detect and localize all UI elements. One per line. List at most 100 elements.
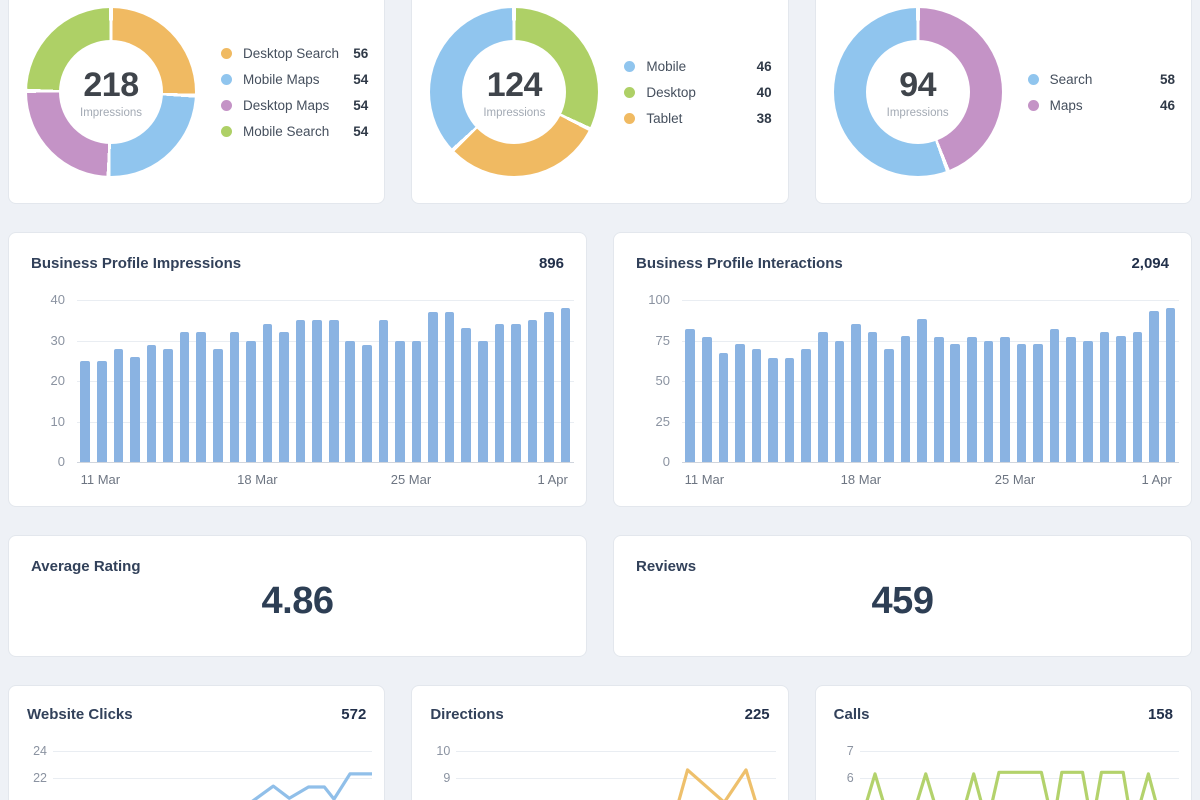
bar-slot xyxy=(243,300,260,462)
y-tick-label: 40 xyxy=(50,292,65,307)
bar-slot xyxy=(980,300,997,462)
card-header: Average Rating xyxy=(31,556,564,576)
bar-slot xyxy=(226,300,243,462)
x-tick-label: 1 Apr xyxy=(1141,472,1172,487)
bar-slot xyxy=(557,300,574,462)
bar-slot xyxy=(914,300,931,462)
bar-slot xyxy=(964,300,981,462)
bar-slot xyxy=(143,300,160,462)
bar xyxy=(262,324,273,462)
bar-slot xyxy=(815,300,832,462)
legend-value: 54 xyxy=(353,97,369,113)
bar-chart: 40 30 20 10 0 11 Mar 18 Mar 25 Mar 1 Apr xyxy=(31,292,574,492)
average-rating-card: Average Rating 4.86 xyxy=(8,535,587,657)
y-tick-label: 22 xyxy=(33,771,47,785)
bar-chart: 100 75 50 25 0 11 Mar 18 Mar 25 Mar 1 Apr xyxy=(636,292,1179,492)
bar xyxy=(179,332,190,462)
bar xyxy=(1033,343,1043,462)
bar-slot xyxy=(947,300,964,462)
gridline xyxy=(682,462,1179,463)
card-title: Business Profile Impressions xyxy=(31,254,242,272)
bar xyxy=(196,332,207,462)
legend-dot-icon xyxy=(221,99,232,111)
bar xyxy=(950,343,961,462)
bar-slot xyxy=(1096,300,1113,462)
bars xyxy=(77,300,574,462)
y-axis: 40 30 20 10 0 xyxy=(31,292,65,469)
bar-slot xyxy=(94,300,111,462)
bar xyxy=(461,328,472,462)
card-header: Website Clicks 572 xyxy=(23,704,372,724)
card-header: Directions 225 xyxy=(426,704,775,724)
bar xyxy=(884,348,894,462)
donut-center: 124 Impressions xyxy=(462,40,567,144)
bar-slot xyxy=(997,300,1014,462)
bar xyxy=(1016,343,1027,462)
legend-label: Desktop xyxy=(646,84,696,100)
bar xyxy=(1099,332,1110,462)
bar-slot xyxy=(325,300,342,462)
bar xyxy=(751,348,762,462)
donut-chart: 94 Impressions xyxy=(833,8,1002,176)
bar xyxy=(113,348,124,462)
bar xyxy=(851,324,861,462)
bar xyxy=(967,337,977,462)
donut-center: 218 Impressions xyxy=(59,40,163,144)
gridline xyxy=(682,340,1179,342)
line-series xyxy=(677,768,758,800)
card-title: Business Profile Interactions xyxy=(636,254,843,272)
donut-center: 94 Impressions xyxy=(865,40,970,144)
bar-slot xyxy=(259,300,276,462)
legend-item: Desktop Maps 54 xyxy=(221,98,368,113)
y-tick-label: 9 xyxy=(443,771,451,785)
bar xyxy=(494,324,505,462)
x-tick-label: 11 Mar xyxy=(80,472,121,487)
legend-item: Desktop 40 xyxy=(624,84,772,100)
bar-slot xyxy=(375,300,392,462)
card-title: Average Rating xyxy=(31,557,141,575)
bar-slot xyxy=(715,300,732,462)
bar-slot xyxy=(176,300,193,462)
x-tick-label: 25 Mar xyxy=(390,472,432,487)
donut-legend: Mobile 46 Desktop 40 Tablet 38 xyxy=(624,59,772,126)
donut-legend: Desktop Search 56 Mobile Maps 54 Desktop Map… xyxy=(221,46,368,139)
gridline xyxy=(456,751,776,752)
card-header: Calls 158 xyxy=(830,704,1179,724)
legend-label: Mobile Search xyxy=(243,123,330,139)
legend-item: Search 58 xyxy=(1027,71,1175,87)
card-total: 2,094 xyxy=(1131,254,1169,272)
bar-slot xyxy=(77,300,94,462)
legend-value: 56 xyxy=(353,45,369,61)
bar-slot xyxy=(458,300,475,462)
donut-total-value: 218 xyxy=(83,65,139,104)
legend-label: Search xyxy=(1049,71,1093,87)
legend-value: 38 xyxy=(756,110,772,126)
bar-slot xyxy=(1162,300,1179,462)
card-title: Calls xyxy=(833,705,870,723)
bar-slot xyxy=(441,300,458,462)
bar xyxy=(411,340,422,462)
x-tick-label: 18 Mar xyxy=(237,472,278,487)
bar-slot xyxy=(1013,300,1030,462)
impressions-breakdown-card-2: 124 Impressions Mobile 46 Desktop 40 Tablet 3… xyxy=(411,0,789,204)
gridline xyxy=(77,462,574,463)
card-total: 158 xyxy=(1147,705,1173,723)
bar xyxy=(1116,335,1126,462)
bar xyxy=(378,320,389,462)
plot-area xyxy=(859,736,1179,800)
bar xyxy=(718,353,729,462)
y-tick-label: 25 xyxy=(655,413,670,429)
bar-slot xyxy=(881,300,898,462)
bar-slot xyxy=(1046,300,1063,462)
bar-slot xyxy=(276,300,293,462)
plot-area xyxy=(682,300,1179,463)
legend-dot-icon xyxy=(624,86,636,98)
bar-slot xyxy=(110,300,127,462)
legend-label: Tablet xyxy=(646,110,683,126)
bar xyxy=(246,340,256,462)
y-tick-label: 0 xyxy=(57,454,65,469)
bar-slot xyxy=(491,300,508,462)
legend-value: 46 xyxy=(1159,97,1175,113)
